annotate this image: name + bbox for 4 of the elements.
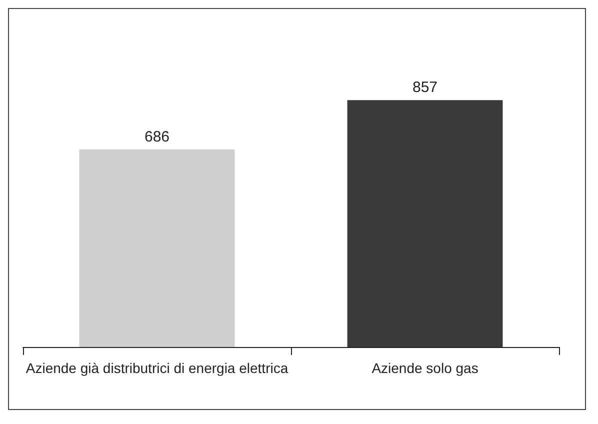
x-tick-label: Aziende solo gas (372, 360, 478, 376)
data-label: 686 (144, 128, 170, 146)
data-label: 857 (412, 79, 438, 96)
x-tick-label: Aziende già distributrici di energia elettrica (26, 360, 288, 376)
